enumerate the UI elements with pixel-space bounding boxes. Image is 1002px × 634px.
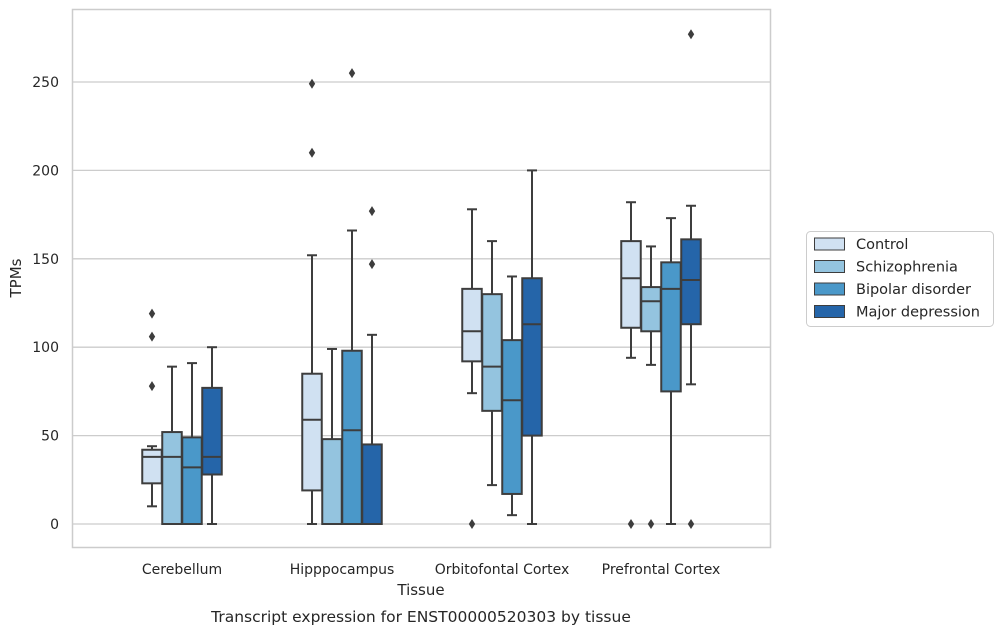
y-tick-label-200: 200 xyxy=(32,163,59,179)
box-body xyxy=(321,438,343,525)
legend-swatch-3 xyxy=(814,305,845,318)
box-3-3 xyxy=(680,29,702,529)
outlier-point-1 xyxy=(687,29,695,40)
box-body xyxy=(361,443,383,525)
outlier-point-0 xyxy=(687,519,695,529)
box-body xyxy=(640,286,662,333)
legend: Control Schizophrenia Bipolar disorder Majo… xyxy=(806,231,994,327)
box-2-0 xyxy=(181,362,203,526)
box-body xyxy=(181,436,203,526)
y-tick-label-50: 50 xyxy=(41,429,59,445)
box-body xyxy=(201,386,223,476)
box-3-2 xyxy=(521,169,543,525)
legend-swatch-2 xyxy=(814,282,845,296)
box-2-1 xyxy=(341,68,363,525)
y-tick-label-250: 250 xyxy=(32,75,59,91)
y-axis-label: TPMs xyxy=(7,258,25,298)
box-3-1 xyxy=(361,206,383,525)
outlier-point-0 xyxy=(368,259,376,270)
chart-caption: Transcript expression for ENST0000052030… xyxy=(210,608,631,626)
box-0-3 xyxy=(620,201,642,529)
x-axis-label: Tissue xyxy=(396,581,444,599)
box-2-2 xyxy=(501,275,523,517)
outlier-point-0 xyxy=(308,147,316,158)
box-1-0 xyxy=(161,365,183,525)
box-body xyxy=(620,240,642,329)
legend-swatch-0 xyxy=(814,237,845,251)
box-1-1 xyxy=(321,347,343,525)
box-body xyxy=(521,277,543,437)
box-body xyxy=(461,287,483,363)
box-2-3 xyxy=(660,217,682,525)
box-body xyxy=(481,293,503,412)
outlier-point-0 xyxy=(148,381,156,392)
outlier-point-0 xyxy=(647,519,655,529)
box-body xyxy=(680,238,702,326)
box-body xyxy=(141,448,163,485)
box-0-1 xyxy=(301,78,323,525)
legend-label-0: Control xyxy=(856,237,908,253)
legend-frame xyxy=(806,231,994,327)
outlier-point-1 xyxy=(308,78,316,89)
legend-label-2: Bipolar disorder xyxy=(856,282,971,298)
outlier-point-2 xyxy=(148,308,156,319)
box-3-0 xyxy=(201,346,223,525)
y-tick-label-150: 150 xyxy=(32,252,59,268)
box-body xyxy=(341,349,363,525)
x-tick-label-3: Prefrontal Cortex xyxy=(602,562,721,578)
box-body xyxy=(161,431,183,525)
legend-label-3: Major depression xyxy=(856,305,980,321)
box-body xyxy=(660,261,682,393)
y-tick-labels: 0 50 100 150 200 250 xyxy=(32,75,59,533)
box-1-3 xyxy=(640,245,662,529)
box-0-2 xyxy=(461,208,483,529)
box-series xyxy=(141,29,702,529)
outlier-point-0 xyxy=(468,519,476,529)
x-tick-label-0: Cerebellum xyxy=(142,562,222,578)
outlier-point-0 xyxy=(627,519,635,529)
x-tick-label-2: Orbitofontal Cortex xyxy=(435,562,570,578)
box-body xyxy=(501,339,523,495)
legend-swatch-1 xyxy=(814,260,845,273)
y-tick-label-0: 0 xyxy=(50,517,59,533)
x-tick-label-1: Hipppocampus xyxy=(290,562,395,578)
outlier-point-0 xyxy=(348,68,356,79)
x-tick-labels: Cerebellum Hipppocampus Orbitofontal Corte… xyxy=(142,562,720,578)
outlier-point-1 xyxy=(368,206,376,217)
box-body xyxy=(301,372,323,492)
y-tick-label-100: 100 xyxy=(32,340,59,356)
legend-label-1: Schizophrenia xyxy=(856,260,958,276)
outlier-point-1 xyxy=(148,331,156,342)
